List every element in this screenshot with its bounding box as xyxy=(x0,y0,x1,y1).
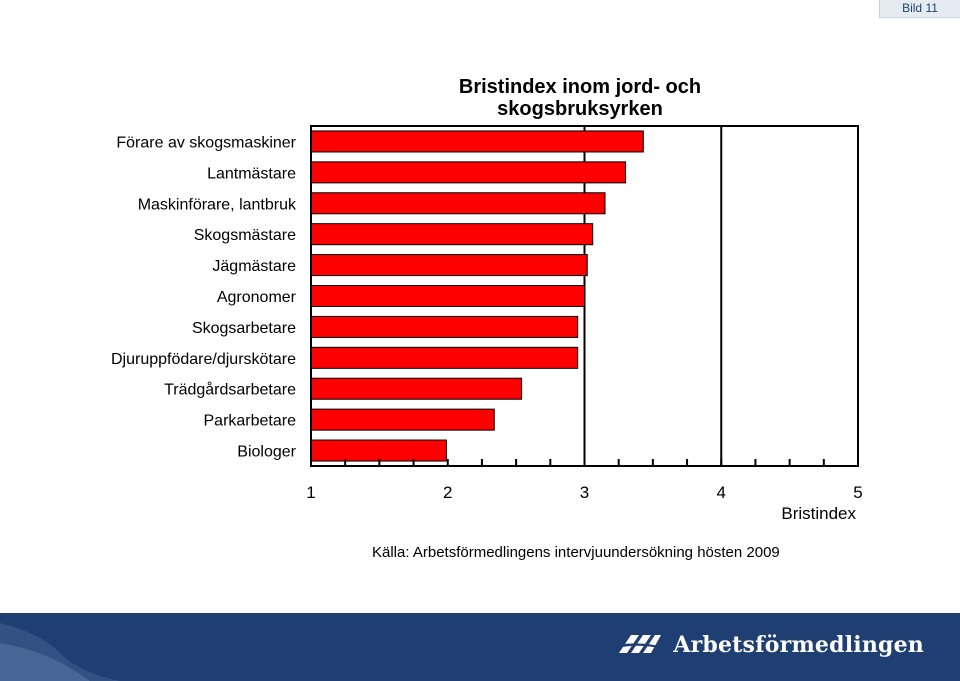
bar xyxy=(310,130,644,153)
tick-label: 2 xyxy=(443,483,452,502)
bar xyxy=(310,315,579,338)
category-label: Skogsarbetare xyxy=(192,320,296,337)
bar-chart: 1 2 3 4 5 Förare av skogsmaskiner Lantmästare… xyxy=(111,125,863,523)
x-axis-title: Bristindex xyxy=(781,504,856,523)
bar xyxy=(310,192,606,215)
bar xyxy=(310,408,495,431)
bar xyxy=(310,284,585,308)
bar xyxy=(310,254,588,277)
bar xyxy=(310,439,447,462)
bar xyxy=(310,161,627,184)
chart-title-line-2: skogsbruksyrken xyxy=(497,98,663,120)
category-labels: Förare av skogsmaskiner Lantmästare Maskin… xyxy=(111,134,297,460)
logo-mark-icon xyxy=(617,635,664,653)
category-label: Maskinförare, lantbruk xyxy=(138,196,297,213)
x-axis-ticks: 1 2 3 4 5 xyxy=(306,459,863,502)
category-label: Djuruppfödare/djurskötare xyxy=(111,351,296,368)
tick-label: 1 xyxy=(306,483,315,502)
category-label: Jägmästare xyxy=(212,258,296,275)
arbetsformedlingen-logo: Arbetsförmedlingen xyxy=(617,631,924,659)
bar xyxy=(310,346,579,369)
chart-title: Bristindex inom jord- och skogsbruksyrke… xyxy=(400,76,760,120)
bar xyxy=(310,377,523,400)
category-label: Trädgårdsarbetare xyxy=(164,381,296,399)
tick-label: 5 xyxy=(853,483,862,502)
footer-wave-decoration xyxy=(0,623,120,681)
category-label: Biologer xyxy=(237,444,296,461)
tick-label: 3 xyxy=(580,483,589,502)
source-note: Källa: Arbetsförmedlingens intervjuunder… xyxy=(372,544,780,561)
category-label: Lantmästare xyxy=(207,165,296,182)
chart-title-line-1: Bristindex inom jord- och xyxy=(458,76,702,98)
bars xyxy=(310,130,644,462)
category-label: Parkarbetare xyxy=(204,413,297,430)
category-label: Agronomer xyxy=(217,289,297,306)
category-label: Skogsmästare xyxy=(194,227,296,244)
logo-text: Arbetsförmedlingen xyxy=(673,632,924,658)
slide-number-tab: Bild 11 xyxy=(879,0,960,18)
tick-label: 4 xyxy=(717,483,726,502)
category-label: Förare av skogsmaskiner xyxy=(116,134,296,151)
footer-band: Arbetsförmedlingen xyxy=(0,613,960,681)
bar xyxy=(310,223,594,246)
